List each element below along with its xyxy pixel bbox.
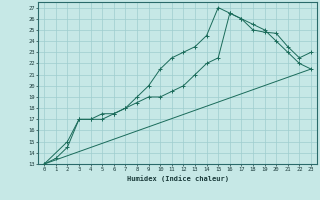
X-axis label: Humidex (Indice chaleur): Humidex (Indice chaleur) <box>127 175 228 182</box>
